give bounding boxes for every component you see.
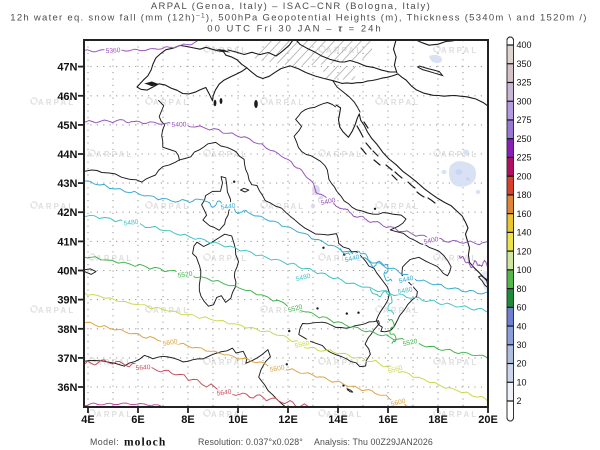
svg-text:4E: 4E	[81, 414, 94, 426]
svg-text:ARPAL: ARPAL	[211, 150, 248, 159]
svg-text:ARPAL (Genoa, Italy) – ISAC–: ARPAL (Genoa, Italy) – ISAC–CNR (Bologna…	[151, 1, 431, 12]
svg-text:5640: 5640	[135, 364, 151, 372]
svg-text:6E: 6E	[131, 414, 144, 426]
svg-text:ARPAL: ARPAL	[153, 98, 190, 107]
svg-text:14E: 14E	[328, 414, 348, 426]
svg-text:ARPAL: ARPAL	[96, 410, 133, 419]
svg-text:ARPAL: ARPAL	[268, 202, 305, 211]
svg-text:5440: 5440	[398, 275, 414, 285]
svg-text:39N: 39N	[57, 295, 77, 307]
svg-text:100: 100	[517, 265, 532, 275]
svg-text:ARPAL: ARPAL	[441, 46, 478, 55]
svg-text:8E: 8E	[181, 414, 194, 426]
svg-text:5480: 5480	[295, 273, 311, 283]
svg-text:ARPAL: ARPAL	[383, 202, 420, 211]
svg-text:ARPAL: ARPAL	[383, 306, 420, 315]
svg-text:ARPAL: ARPAL	[441, 410, 478, 419]
svg-text:5600: 5600	[162, 338, 178, 348]
svg-text:5480: 5480	[397, 286, 413, 296]
svg-text:18E: 18E	[428, 414, 448, 426]
svg-text:5520: 5520	[287, 304, 304, 315]
svg-text:ARPAL: ARPAL	[96, 150, 133, 159]
svg-text:225: 225	[517, 153, 532, 163]
svg-text:160: 160	[517, 209, 532, 219]
svg-text:00 UTC Fri 30 JAN – τ = 24h: 00 UTC Fri 30 JAN – τ = 24h	[207, 24, 382, 35]
svg-text:5400: 5400	[423, 236, 439, 246]
svg-text:ARPAL: ARPAL	[96, 358, 133, 367]
svg-text:5400: 5400	[320, 197, 336, 207]
svg-text:Analysis: Thu 00Z29JAN2026: Analysis: Thu 00Z29JAN2026	[314, 437, 433, 447]
svg-text:350: 350	[517, 59, 532, 69]
svg-text:ARPAL: ARPAL	[38, 98, 75, 107]
svg-text:36N: 36N	[57, 382, 77, 394]
svg-text:5520: 5520	[177, 271, 193, 280]
svg-text:5360: 5360	[105, 47, 121, 55]
svg-text:ARPAL: ARPAL	[441, 150, 478, 159]
svg-text:5560: 5560	[294, 340, 310, 350]
svg-text:2: 2	[517, 396, 522, 406]
svg-text:60: 60	[517, 303, 527, 313]
svg-text:42N: 42N	[57, 207, 77, 219]
svg-text:325: 325	[517, 78, 532, 88]
svg-text:ARPAL: ARPAL	[326, 358, 363, 367]
svg-text:40: 40	[517, 321, 527, 331]
svg-text:ARPAL: ARPAL	[326, 410, 363, 419]
svg-text:5440: 5440	[220, 203, 236, 212]
svg-text:ARPAL: ARPAL	[383, 98, 420, 107]
svg-text:ARPAL: ARPAL	[153, 306, 190, 315]
svg-text:80: 80	[517, 284, 527, 294]
svg-text:10: 10	[517, 377, 527, 387]
svg-text:Resolution: 0.037°x0.028°: Resolution: 0.037°x0.028°	[198, 437, 303, 447]
svg-text:ARPAL: ARPAL	[268, 98, 305, 107]
svg-text:38N: 38N	[57, 324, 77, 336]
svg-text:46N: 46N	[57, 91, 77, 103]
svg-text:275: 275	[517, 115, 532, 125]
svg-text:ARPAL: ARPAL	[211, 410, 248, 419]
svg-text:10E: 10E	[228, 414, 248, 426]
svg-text:5560: 5560	[387, 365, 404, 376]
svg-text:400: 400	[517, 40, 532, 50]
svg-text:140: 140	[517, 228, 532, 238]
svg-text:12E: 12E	[278, 414, 298, 426]
svg-text:5600: 5600	[390, 398, 406, 408]
svg-text:ARPAL: ARPAL	[268, 306, 305, 315]
svg-text:ARPAL: ARPAL	[153, 202, 190, 211]
svg-text:5520: 5520	[402, 338, 418, 348]
svg-text:45N: 45N	[57, 120, 77, 132]
svg-text:ARPAL: ARPAL	[326, 150, 363, 159]
svg-text:moloch: moloch	[124, 437, 166, 449]
svg-text:44N: 44N	[57, 149, 77, 161]
svg-text:ARPAL: ARPAL	[38, 306, 75, 315]
svg-text:30: 30	[517, 340, 527, 350]
svg-text:ARPAL: ARPAL	[441, 358, 478, 367]
svg-text:ARPAL: ARPAL	[38, 202, 75, 211]
svg-text:Model:: Model:	[90, 437, 119, 447]
svg-text:16E: 16E	[378, 414, 398, 426]
svg-text:43N: 43N	[57, 178, 77, 190]
svg-text:ARPAL: ARPAL	[441, 254, 478, 263]
svg-text:47N: 47N	[57, 62, 77, 74]
svg-text:37N: 37N	[57, 353, 77, 365]
svg-text:300: 300	[517, 96, 532, 106]
svg-text:250: 250	[517, 134, 532, 144]
svg-text:120: 120	[517, 246, 532, 256]
svg-text:ARPAL: ARPAL	[211, 358, 248, 367]
svg-text:20E: 20E	[478, 414, 498, 426]
svg-text:5440: 5440	[344, 254, 360, 264]
svg-text:5400: 5400	[171, 121, 186, 129]
svg-text:ARPAL: ARPAL	[211, 254, 248, 263]
svg-text:40N: 40N	[57, 266, 77, 278]
svg-text:20: 20	[517, 359, 527, 369]
svg-text:5640: 5640	[216, 389, 232, 398]
svg-text:180: 180	[517, 190, 532, 200]
svg-text:5480: 5480	[123, 219, 139, 228]
svg-text:12h water eq. snow fall (mm (1: 12h water eq. snow fall (mm (12h)–1), 50…	[10, 13, 587, 24]
svg-text:200: 200	[517, 171, 532, 181]
svg-text:5600: 5600	[269, 364, 285, 374]
svg-text:41N: 41N	[57, 236, 77, 248]
